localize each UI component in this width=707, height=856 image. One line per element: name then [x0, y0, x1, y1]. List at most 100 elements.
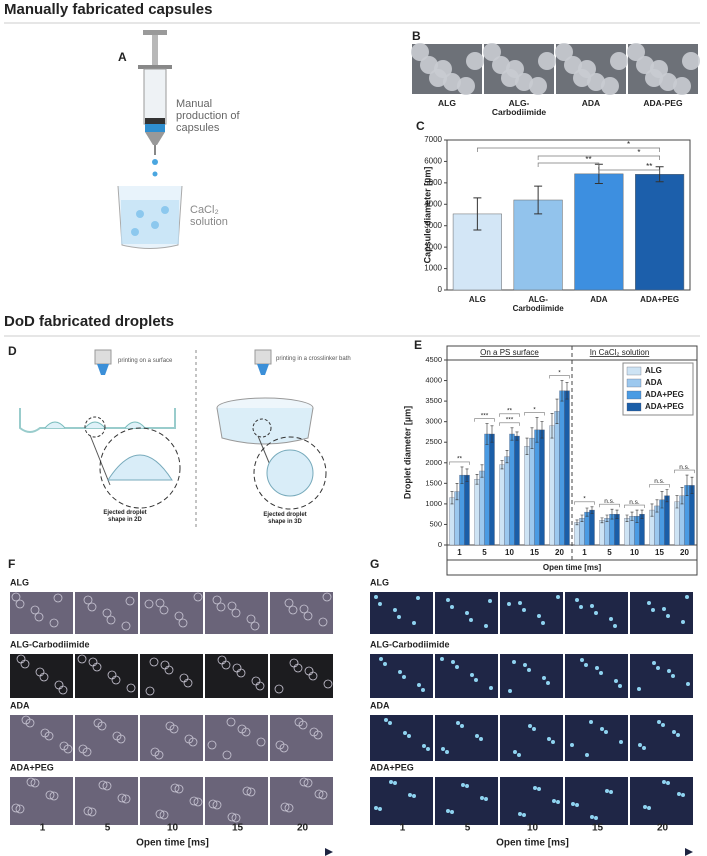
micrograph [10, 715, 73, 761]
error-bar [660, 491, 664, 509]
droplet [322, 592, 332, 602]
droplet [571, 802, 575, 806]
panel-letter: B [412, 29, 421, 43]
droplet [642, 746, 646, 750]
significance-label: ** [585, 155, 591, 164]
row-label: ALG-Carbodiimide [370, 639, 450, 649]
bar [484, 433, 490, 546]
droplet [656, 666, 660, 670]
droplet [599, 671, 603, 675]
droplet [20, 659, 30, 669]
droplet [169, 724, 179, 734]
droplet [551, 740, 555, 744]
droplet [488, 599, 492, 603]
section-heading: Manually fabricated capsules [4, 1, 212, 18]
micrograph [270, 654, 333, 698]
micrograph [75, 654, 138, 698]
bar [509, 433, 515, 546]
micrograph-frame [140, 592, 203, 634]
capsule [636, 56, 654, 74]
micrograph-frame [140, 777, 203, 825]
micrograph [75, 592, 138, 634]
bar [524, 446, 530, 546]
time-arrowhead [685, 848, 693, 856]
droplet [102, 781, 112, 791]
micrograph [435, 777, 498, 825]
micrograph-frame [270, 654, 333, 698]
bar [639, 514, 645, 546]
photo [555, 43, 628, 95]
y-tick-label: 3000 [424, 221, 442, 230]
droplet [303, 611, 313, 621]
row-label: ALG-Carbodiimide [10, 639, 90, 649]
dod-illustration [19, 349, 327, 530]
droplet [590, 604, 594, 608]
legend-label: ALG [645, 366, 662, 375]
droplet [226, 717, 236, 727]
droplet [475, 734, 479, 738]
droplet [208, 799, 218, 809]
droplet [178, 618, 188, 628]
droplet [83, 806, 93, 816]
droplet [389, 780, 393, 784]
error-bar [580, 514, 584, 522]
capsule [466, 52, 484, 70]
bar [589, 509, 595, 546]
droplet [647, 601, 651, 605]
error-bar [475, 473, 479, 485]
legend-swatch [626, 390, 642, 400]
droplet [11, 592, 21, 602]
micrograph [370, 715, 433, 761]
droplet [522, 608, 526, 612]
column-label: 20 [657, 823, 669, 834]
droplet [227, 812, 237, 822]
droplet [614, 679, 618, 683]
droplet [284, 598, 294, 608]
droplet [77, 654, 87, 664]
droplet [440, 657, 444, 661]
legend-label: ADA+PEG [645, 390, 684, 399]
micrograph [630, 715, 693, 761]
row-label: ALG [10, 577, 29, 587]
droplet [378, 807, 382, 811]
row-label: ADA+PEG [370, 762, 414, 772]
droplet [299, 604, 309, 614]
micrograph [435, 592, 498, 634]
photo-label: ALG [438, 98, 456, 108]
droplet [87, 807, 97, 817]
capsule [645, 69, 663, 87]
micrograph-frame [630, 777, 693, 825]
error-bar [675, 495, 679, 509]
droplet [465, 611, 469, 615]
micrograph-frame [270, 715, 333, 761]
error-bar [473, 197, 482, 231]
column-label: 10 [527, 823, 539, 834]
error-bar [655, 166, 664, 183]
droplet [667, 669, 671, 673]
droplet [426, 747, 430, 751]
micrograph-frame [370, 777, 433, 825]
column-label: 10 [167, 823, 179, 834]
droplet [460, 724, 464, 728]
droplet [556, 595, 560, 599]
y-axis-label: Capsule diameter [µm] [422, 167, 432, 264]
micrograph [270, 715, 333, 761]
micrograph [75, 777, 138, 825]
droplet [189, 796, 199, 806]
droplet [417, 683, 421, 687]
capsule [411, 43, 429, 61]
error-bar [630, 511, 634, 521]
bar [579, 518, 585, 546]
droplet [671, 674, 675, 678]
error-bar [485, 423, 489, 445]
row-label: ADA [10, 700, 30, 710]
droplet [461, 783, 465, 787]
micrograph-frame [10, 592, 73, 634]
micrograph [205, 592, 268, 634]
droplet [666, 781, 670, 785]
micrograph [270, 592, 333, 634]
micrograph [140, 592, 203, 634]
droplet [595, 666, 599, 670]
micrograph-frame [75, 592, 138, 634]
significance-label: * [637, 148, 640, 157]
